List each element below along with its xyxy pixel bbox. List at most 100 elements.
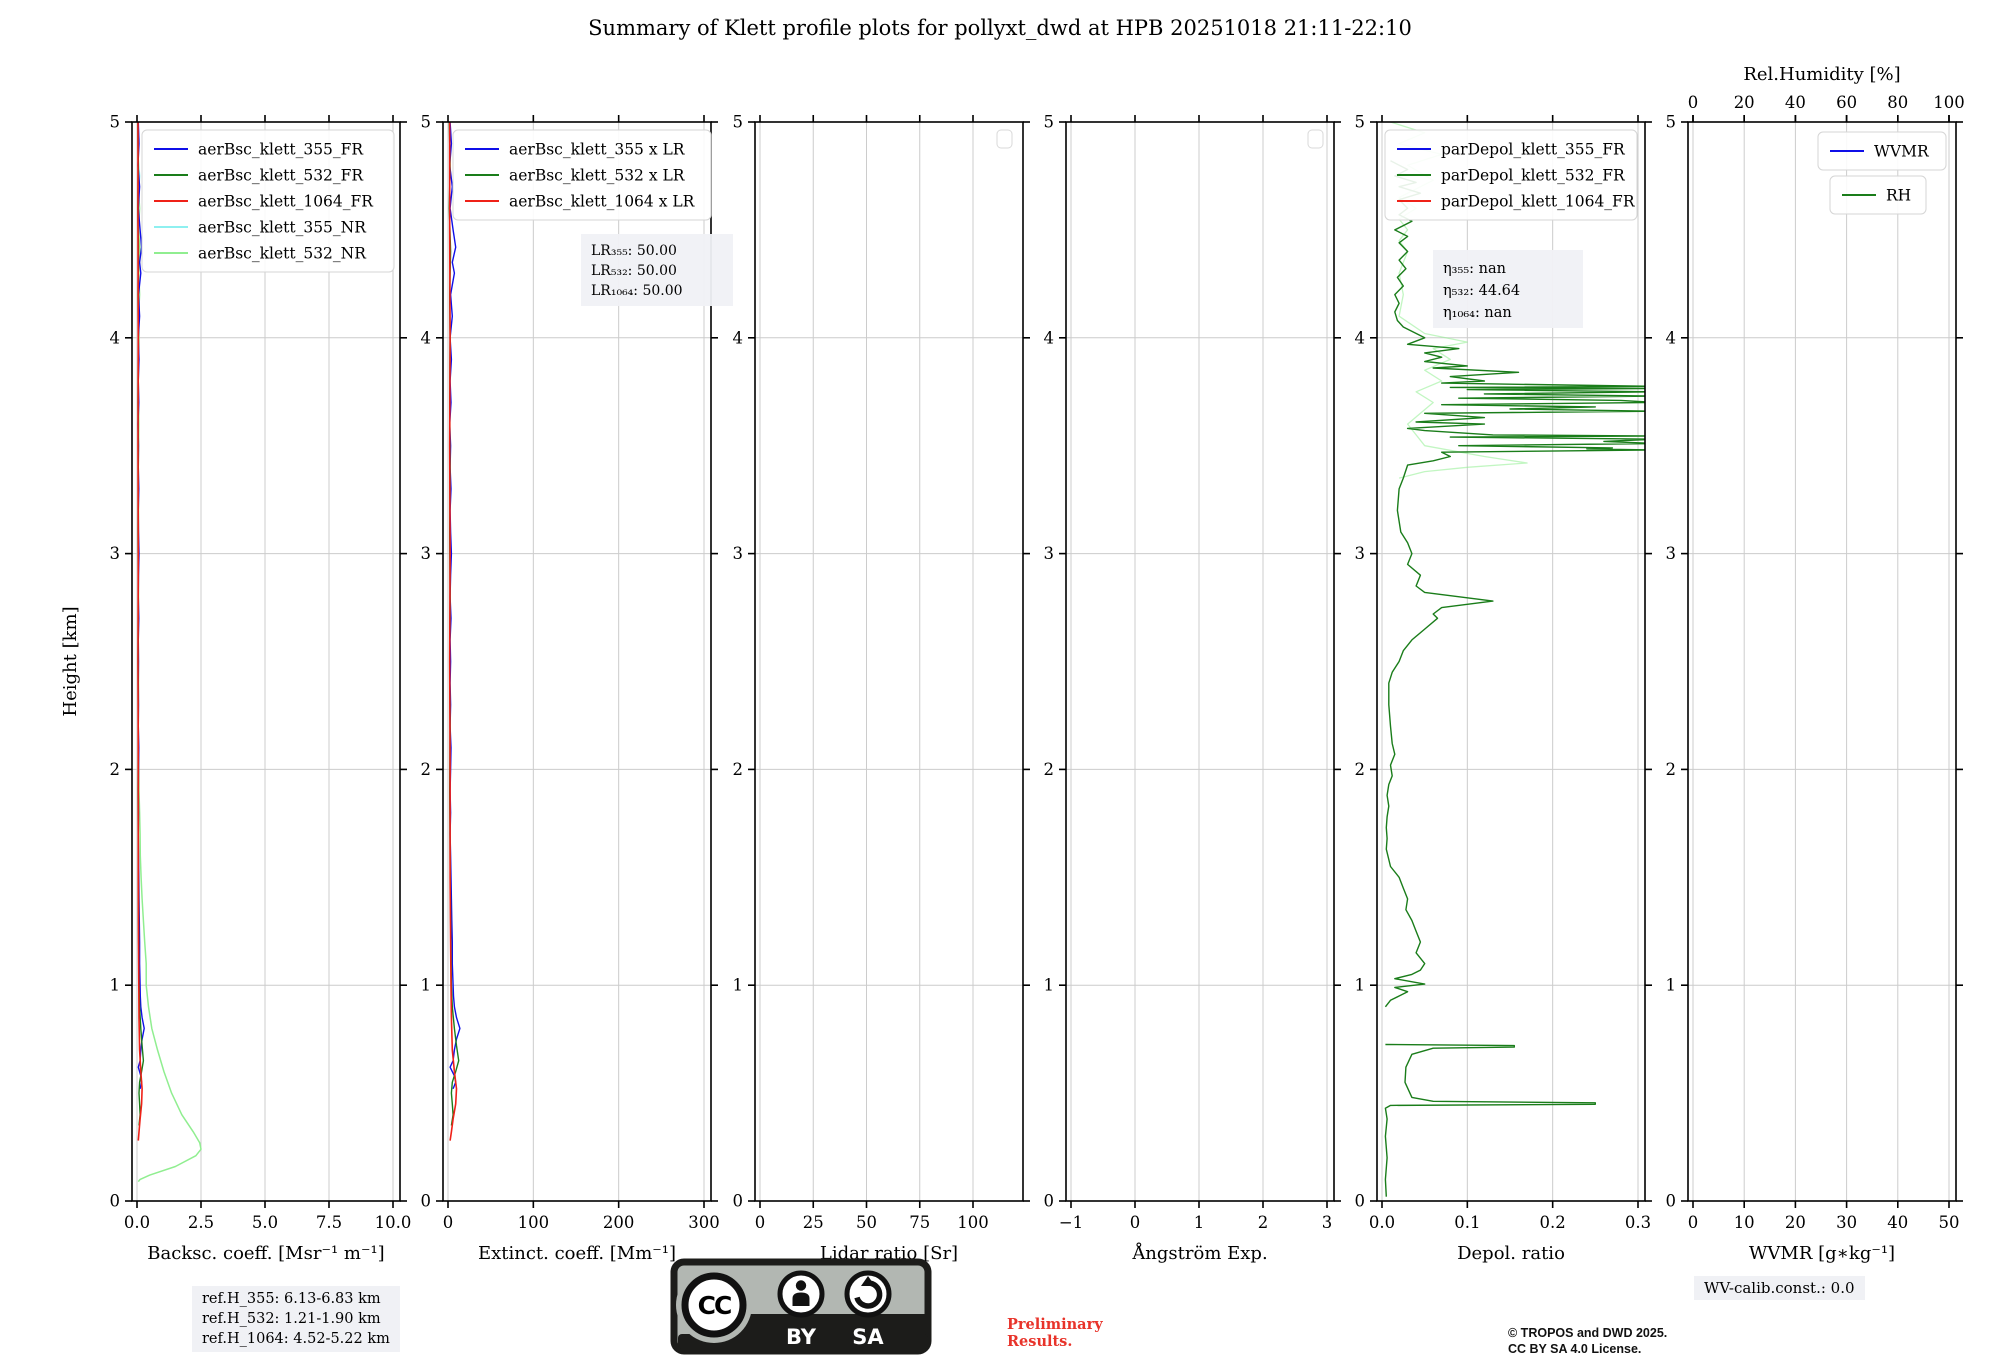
x-tick-label: 5.0 bbox=[252, 1213, 278, 1232]
annotation-line: η₅₃₂: 44.64 bbox=[1443, 283, 1520, 299]
legend-label: aerBsc_klett_1064_FR bbox=[198, 193, 374, 211]
series-aerBsc_klett_1064 x LR bbox=[448, 122, 458, 1141]
x-tick-label: 30 bbox=[1836, 1213, 1857, 1232]
x-tick-label: 2 bbox=[1258, 1213, 1269, 1232]
y-tick-label: 1 bbox=[1355, 976, 1366, 995]
y-tick-label: 1 bbox=[733, 976, 744, 995]
top-tick-label: 20 bbox=[1734, 93, 1755, 112]
wv-calib-annotation: WV-calib.const.: 0.0 bbox=[1694, 1276, 1865, 1300]
legend-label: aerBsc_klett_355_FR bbox=[198, 141, 364, 159]
x-tick-label: 2.5 bbox=[188, 1213, 214, 1232]
y-tick-label: 0 bbox=[1666, 1192, 1677, 1211]
y-tick-label: 4 bbox=[1666, 328, 1677, 347]
x-axis-label-angstroem: Ångström Exp. bbox=[1131, 1242, 1267, 1264]
series-aerBsc_klett_532_NR bbox=[137, 186, 202, 1183]
annotation-box bbox=[581, 234, 733, 306]
legend-label: aerBsc_klett_355_NR bbox=[198, 219, 367, 237]
legend-box bbox=[452, 129, 712, 221]
y-tick-label: 1 bbox=[421, 976, 432, 995]
series-aerBsc_klett_1064_FR bbox=[137, 122, 143, 1141]
y-tick-label: 4 bbox=[733, 328, 744, 347]
plot-backscatter: 0.0 2.5 5.0 7.5 10.0 0 1 2 3 4 5 Backsc. coeff. [Ms… bbox=[110, 113, 412, 1265]
series-aerBsc_klett_355 x LR bbox=[449, 122, 461, 1090]
top-tick-label: 0 bbox=[1688, 93, 1699, 112]
x-axis-label-backscatter: Backsc. coeff. [Msr⁻¹ m⁻¹] bbox=[147, 1243, 384, 1264]
legend-box bbox=[1817, 131, 1947, 171]
axes-frame bbox=[1687, 121, 1957, 1202]
ref-height-532: ref.H_532: 1.21-1.90 km bbox=[202, 1311, 381, 1327]
legend-label: aerBsc_klett_532_NR bbox=[198, 245, 367, 263]
x-tick-label: 0.2 bbox=[1540, 1213, 1566, 1232]
legend-label: aerBsc_klett_355 x LR bbox=[509, 141, 686, 159]
x-axis-label-depol-ratio: Depol. ratio bbox=[1457, 1243, 1565, 1264]
y-tick-label: 2 bbox=[1355, 760, 1366, 779]
x-tick-label: 10 bbox=[1734, 1213, 1755, 1232]
y-tick-label: 5 bbox=[1355, 113, 1366, 132]
top-tick-label: 100 bbox=[1933, 93, 1965, 112]
axes-frame bbox=[754, 121, 1024, 1202]
y-tick-label: 2 bbox=[1666, 760, 1677, 779]
y-tick-label: 2 bbox=[1044, 760, 1055, 779]
x-tick-label: 100 bbox=[957, 1213, 989, 1232]
x-tick-label: 1 bbox=[1194, 1213, 1205, 1232]
axes-frame bbox=[1376, 121, 1646, 1202]
top-tick-label: 80 bbox=[1887, 93, 1908, 112]
sa-arrow-icon bbox=[844, 1270, 892, 1318]
y-tick-label: 5 bbox=[421, 113, 432, 132]
y-tick-label: 0 bbox=[1355, 1192, 1366, 1211]
top-axis-label: Rel.Humidity [%] bbox=[1743, 64, 1900, 85]
figure-title: Summary of Klett profile plots for polly… bbox=[588, 16, 1412, 40]
x-tick-label: 0 bbox=[443, 1213, 454, 1232]
axes-frame bbox=[1065, 121, 1335, 1202]
y-tick-label: 0 bbox=[421, 1192, 432, 1211]
y-axis-label: Height [km] bbox=[60, 606, 81, 716]
x-tick-label: 10.0 bbox=[375, 1213, 412, 1232]
y-tick-label: 4 bbox=[1355, 328, 1366, 347]
x-axis-label-extinction: Extinct. coeff. [Mm⁻¹] bbox=[478, 1243, 676, 1264]
annotation-line: LR₁₀₆₄: 50.00 bbox=[591, 283, 683, 299]
y-tick-label: 2 bbox=[421, 760, 432, 779]
x-tick-label: 0 bbox=[755, 1213, 766, 1232]
y-tick-label: 3 bbox=[733, 544, 744, 563]
series-parDepol_klett_532_FR bbox=[1384, 160, 1645, 1197]
y-tick-label: 3 bbox=[1666, 544, 1677, 563]
y-tick-label: 5 bbox=[110, 113, 121, 132]
y-tick-label: 2 bbox=[733, 760, 744, 779]
legend-box bbox=[141, 129, 395, 273]
legend-box bbox=[1829, 175, 1927, 215]
x-axis-label-wvmr: WVMR [g∗kg⁻¹] bbox=[1749, 1243, 1895, 1264]
y-tick-label: 0 bbox=[733, 1192, 744, 1211]
x-tick-label: 0 bbox=[1688, 1213, 1699, 1232]
legend-label: aerBsc_klett_1064 x LR bbox=[509, 193, 696, 211]
x-tick-label: 0.1 bbox=[1454, 1213, 1480, 1232]
ref-height-355: ref.H_355: 6.13-6.83 km bbox=[202, 1291, 381, 1307]
x-tick-label: 75 bbox=[909, 1213, 930, 1232]
legend-empty bbox=[996, 129, 1013, 149]
x-tick-label: 100 bbox=[518, 1213, 550, 1232]
x-tick-label: 3 bbox=[1322, 1213, 1333, 1232]
legend-box bbox=[1384, 129, 1638, 221]
x-tick-label: 0.3 bbox=[1625, 1213, 1651, 1232]
x-tick-label: −1 bbox=[1059, 1213, 1083, 1232]
x-tick-label: 40 bbox=[1887, 1213, 1908, 1232]
copyright-note: © TROPOS and DWD 2025. CC BY SA 4.0 Lice… bbox=[1508, 1326, 1668, 1356]
top-tick-label: 60 bbox=[1836, 93, 1857, 112]
by-text: BY bbox=[786, 1325, 817, 1349]
legend-label: aerBsc_klett_532 x LR bbox=[509, 167, 686, 185]
x-tick-label: 25 bbox=[803, 1213, 824, 1232]
by-person-icon bbox=[777, 1270, 825, 1318]
legend-label: RH bbox=[1886, 187, 1911, 205]
y-tick-label: 3 bbox=[421, 544, 432, 563]
sa-text: SA bbox=[852, 1325, 884, 1349]
y-tick-label: 2 bbox=[110, 760, 121, 779]
legend-label: parDepol_klett_1064_FR bbox=[1441, 193, 1636, 211]
legend-label: WVMR bbox=[1874, 143, 1930, 161]
y-tick-label: 5 bbox=[1666, 113, 1677, 132]
annotation-box bbox=[1433, 250, 1583, 328]
legend-label: parDepol_klett_532_FR bbox=[1441, 167, 1626, 185]
plot-depol-ratio: 0.0 0.1 0.2 0.3 0 1 2 3 4 5 Depol. ratio parDepol_k… bbox=[1355, 113, 1652, 1264]
